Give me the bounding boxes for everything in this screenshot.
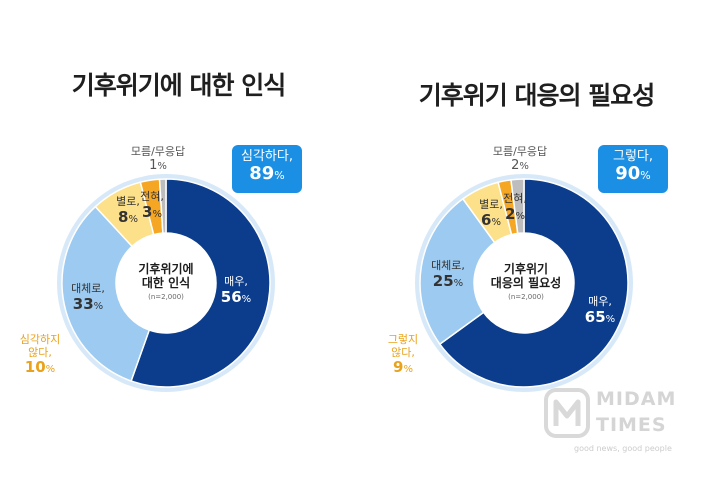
badge-label: 심각하다, — [241, 149, 293, 164]
logo-word-midam: MIDAM — [596, 388, 677, 410]
donut-chart-response — [415, 174, 633, 392]
chart-title: 기후위기에 대한 인식 — [71, 71, 286, 100]
slice-label-none: 전혀, 3% — [140, 190, 164, 221]
badge-label: 그렇다, — [612, 149, 653, 164]
slice-label-no-answer: 모름/무응답 1% — [130, 145, 186, 173]
donut-hole — [116, 233, 216, 333]
slice-label-mostly: 대체로, 33% — [71, 282, 105, 313]
side-label-not-serious: 심각하지 않다, 10% — [19, 333, 61, 377]
chart-panel-awareness: 기후위기에 대한 인식 심각하다, 89% 매우, 56% 대체로, 33% 별… — [0, 0, 357, 477]
slice-label-little: 별로, 8% — [116, 195, 140, 226]
logo-tagline: good news, good people — [574, 444, 672, 453]
slice-label-little: 별로, 6% — [479, 198, 503, 229]
side-label-not-needed: 그렇지 않다, 9% — [387, 333, 419, 377]
chart-title: 기후위기 대응의 필요성 — [418, 81, 655, 110]
badge-serious: 심각하다, 89% — [232, 145, 302, 193]
slice-label-very: 매우, 65% — [584, 295, 616, 326]
donut-center-label: 기후위기에 대한 인식 (n=2,000) — [138, 262, 194, 301]
slice-label-mostly: 대체로, 25% — [431, 259, 465, 290]
donut-center-label: 기후위기 대응의 필요성 (n=2,000) — [490, 262, 562, 301]
badge-value: 90 — [615, 163, 641, 185]
badge-value: 89 — [249, 163, 275, 185]
slice-label-very: 매우, 56% — [220, 275, 252, 306]
logo-mark-icon — [544, 388, 590, 438]
slice-label-none: 전혀, 2% — [503, 192, 527, 223]
chart-panel-response: 기후위기 대응의 필요성 그렇다, 90% 매우, 65% 대체로, 25% 별… — [358, 0, 715, 477]
slice-label-no-answer: 모름/무응답 2% — [492, 145, 548, 173]
donut-chart-awareness — [57, 174, 275, 392]
donut-hole — [474, 233, 574, 333]
watermark-logo: MIDAM TIMES good news, good people — [544, 386, 704, 456]
logo-word-times: TIMES — [596, 414, 667, 436]
badge-yes: 그렇다, 90% — [598, 145, 668, 193]
